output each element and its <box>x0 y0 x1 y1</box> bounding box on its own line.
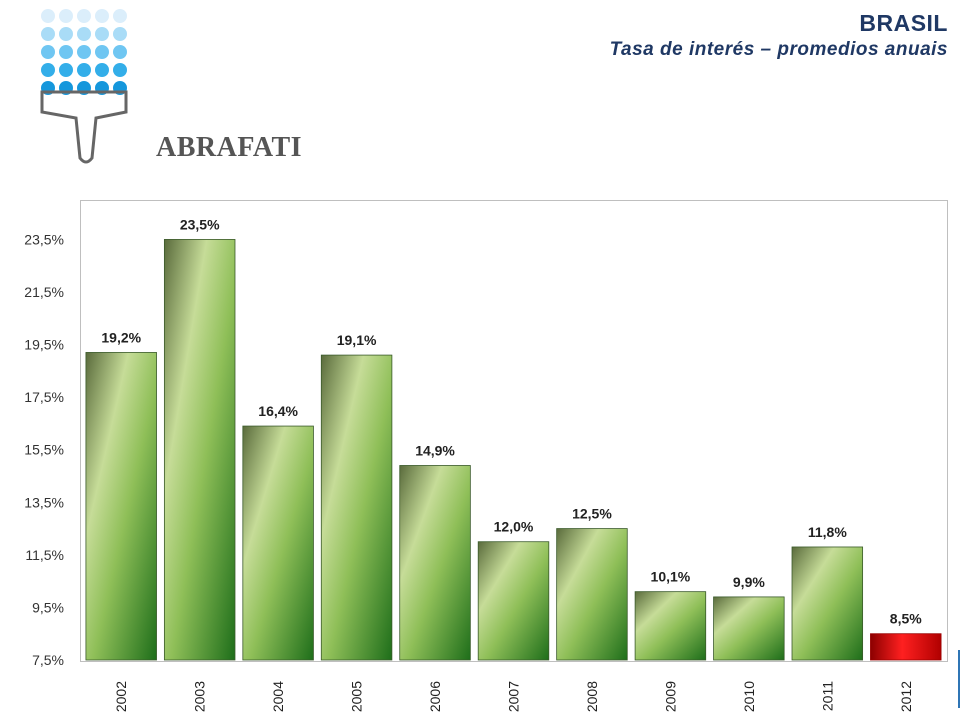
bar-2005 <box>320 354 393 661</box>
logo-dot <box>113 9 127 23</box>
bar-2003 <box>163 239 236 661</box>
logo-dot <box>59 63 73 77</box>
bar-2008 <box>556 528 628 661</box>
x-tick-label: 2008 <box>584 681 600 712</box>
logo-dot <box>95 27 109 41</box>
bar-2004 <box>242 425 314 661</box>
y-tick-label: 13,5% <box>24 494 64 510</box>
bar-2012 <box>870 633 942 661</box>
logo-dot <box>59 45 73 59</box>
logo-dot <box>77 27 91 41</box>
data-label-2002: 19,2% <box>101 329 141 345</box>
data-label-2003: 23,5% <box>180 216 220 232</box>
page-subtitle: Tasa de interés – promedios anuais <box>609 39 948 60</box>
logo-dot <box>41 27 55 41</box>
logo-dot <box>95 63 109 77</box>
logo-dot <box>77 63 91 77</box>
logo-dot <box>113 45 127 59</box>
logo-dot <box>77 9 91 23</box>
x-tick-label: 2007 <box>506 681 522 712</box>
y-tick-label: 15,5% <box>24 442 64 458</box>
x-tick-label: 2006 <box>427 681 443 712</box>
data-label-2007: 12,0% <box>494 519 534 535</box>
accent-bar <box>958 650 960 708</box>
y-tick-label: 17,5% <box>24 389 64 405</box>
data-label-2008: 12,5% <box>572 506 612 522</box>
y-tick-label: 19,5% <box>24 337 64 353</box>
x-tick-label: 2012 <box>898 681 914 712</box>
data-label-2005: 19,1% <box>337 332 377 348</box>
x-tick-label: 2010 <box>741 681 757 712</box>
y-tick-label: 9,5% <box>32 599 64 615</box>
logo-dot <box>59 9 73 23</box>
y-tick-label: 23,5% <box>24 231 64 247</box>
page-title: BRASIL <box>859 10 948 36</box>
logo-text: ABRAFATI <box>156 132 303 163</box>
x-tick-label: 2009 <box>662 681 678 712</box>
data-label-2012: 8,5% <box>890 611 922 627</box>
x-tick-label: 2005 <box>349 681 365 712</box>
data-label-2006: 14,9% <box>415 442 455 458</box>
data-label-2009: 10,1% <box>651 569 691 585</box>
x-tick-label: 2004 <box>270 681 286 712</box>
logo-dot <box>113 63 127 77</box>
y-tick-label: 11,5% <box>25 547 64 563</box>
logo-dot <box>95 9 109 23</box>
data-label-2011: 11,8% <box>808 524 847 540</box>
y-tick-label: 21,5% <box>24 284 64 300</box>
paint-brush-logo-icon <box>40 9 128 164</box>
logo-dot <box>59 27 73 41</box>
x-tick-label: 2011 <box>819 681 835 711</box>
logo-dot <box>113 27 127 41</box>
x-tick-label: 2003 <box>192 681 208 712</box>
bar-2006 <box>399 465 471 661</box>
x-tick-label: 2002 <box>113 681 129 712</box>
data-label-2010: 9,9% <box>733 574 765 590</box>
logo-dot <box>95 45 109 59</box>
logo-dot <box>77 45 91 59</box>
logo-dot <box>41 9 55 23</box>
bar-2007 <box>477 541 550 661</box>
logo-dot <box>41 45 55 59</box>
bar-2011 <box>791 546 864 661</box>
bar-2002 <box>85 352 157 661</box>
bar-2010 <box>713 596 785 661</box>
title-block: BRASIL Tasa de interés – promedios anuai… <box>610 10 948 61</box>
y-tick-label: 7,5% <box>32 652 64 668</box>
data-label-2004: 16,4% <box>258 403 298 419</box>
abrafati-logo: ABRAFATI <box>38 8 302 168</box>
logo-dot <box>41 63 55 77</box>
bar-2009 <box>634 591 707 661</box>
